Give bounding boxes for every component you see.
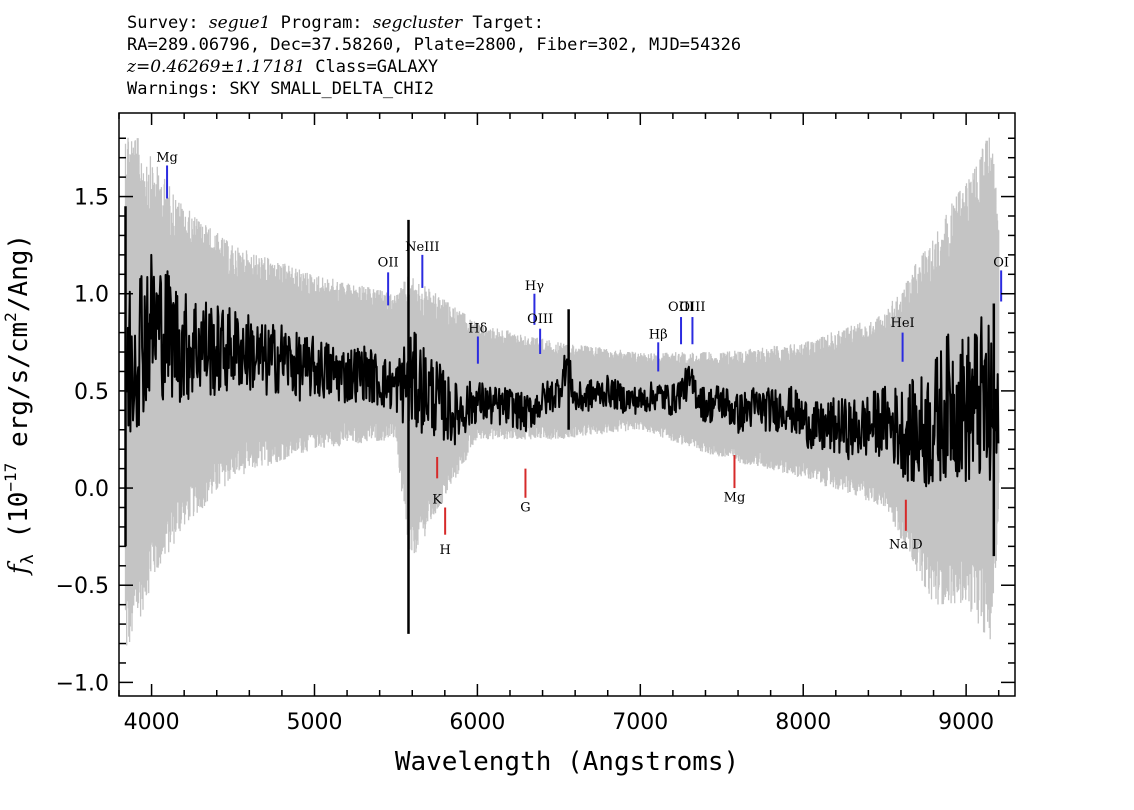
x-tick-label: 8000 xyxy=(775,710,831,735)
flux-series xyxy=(124,206,1000,634)
emission-line-label: HeI xyxy=(891,316,915,331)
x-tick-label: 5000 xyxy=(286,710,342,735)
emission-line-label: NeIII xyxy=(405,240,439,255)
emission-line-label: OIII xyxy=(527,312,553,327)
redshift-value: z=0.46269±1.17181 xyxy=(127,57,306,77)
axis-ticks: 4000 5000 6000 7000 8000 9000 −1.0 −0.5 0.0 0.5 1.… xyxy=(56,113,1015,735)
header-line-survey: Survey: segue1 Program: segcluster Targe… xyxy=(127,13,545,33)
absorption-line-label: Mg xyxy=(724,491,746,506)
absorption-line-label: Na D xyxy=(889,537,923,552)
flux-line xyxy=(126,253,1000,488)
header-line-warnings: Warnings: SKY SMALL_DELTA_CHI2 xyxy=(127,79,435,99)
emission-line-label: Mg xyxy=(156,151,178,166)
spectrum-header: Survey: segue1 Program: segcluster Targe… xyxy=(127,12,1107,100)
class-value: Class=GALAXY xyxy=(315,57,439,77)
emission-line-label: OI xyxy=(993,256,1009,271)
absorption-line-label: H xyxy=(439,543,450,558)
y-tick-label: 1.0 xyxy=(74,283,109,308)
emission-line-label: OIII xyxy=(679,300,705,315)
plot-data-area xyxy=(124,137,1000,646)
absorption-line-label: G xyxy=(520,500,530,515)
header-line-coordinates: RA=289.06796, Dec=37.58260, Plate=2800, … xyxy=(127,35,742,55)
y-tick-label: 0.0 xyxy=(74,477,109,502)
y-tick-label: 1.5 xyxy=(74,186,109,211)
spectral-line-markers: MgOIINeIIIHδHγOIIIHβOIIIOIIIHeIOIKHGMgNa… xyxy=(156,151,1009,559)
x-tick-label: 4000 xyxy=(124,710,180,735)
x-tick-label: 9000 xyxy=(938,710,994,735)
absorption-line-label: K xyxy=(432,493,442,508)
x-tick-label: 6000 xyxy=(449,710,505,735)
emission-line-label: Hβ xyxy=(649,327,668,342)
x-axis-label: Wavelength (Angstroms) xyxy=(395,747,739,777)
emission-line-label: Hγ xyxy=(525,279,544,294)
plot-frame xyxy=(118,112,1016,697)
program-name: segcluster xyxy=(372,13,463,33)
survey-name: segue1 xyxy=(208,13,271,33)
header-line-redshift: z=0.46269±1.17181 Class=GALAXY xyxy=(127,56,1107,78)
y-tick-label: −1.0 xyxy=(56,671,109,696)
x-tick-label: 7000 xyxy=(612,710,668,735)
emission-line-label: Hδ xyxy=(468,322,487,337)
emission-line-label: OIII xyxy=(668,300,694,315)
y-tick-label: −0.5 xyxy=(56,574,109,599)
y-axis-label: fλ (10−17 erg/s/cm2/Ang) xyxy=(1,234,38,576)
y-tick-label: 0.5 xyxy=(74,380,109,405)
emission-line-label: OII xyxy=(378,256,399,271)
